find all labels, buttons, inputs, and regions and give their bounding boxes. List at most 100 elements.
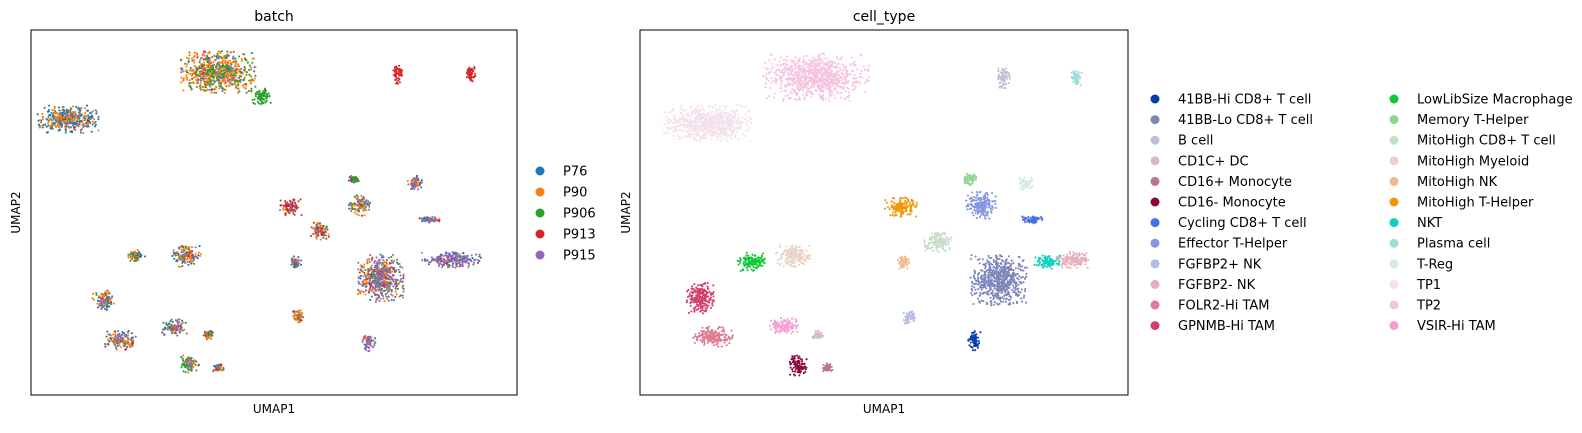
data-point	[1002, 276, 1005, 279]
data-point	[83, 124, 86, 128]
data-point	[184, 245, 187, 248]
data-point	[223, 77, 226, 80]
data-point	[972, 341, 975, 344]
data-point	[995, 296, 998, 299]
data-point	[980, 206, 983, 209]
data-point	[243, 66, 246, 69]
data-point	[241, 84, 245, 87]
data-point	[367, 291, 370, 294]
data-point	[57, 121, 60, 125]
data-point	[370, 266, 373, 269]
data-point	[186, 260, 189, 264]
data-point	[201, 77, 204, 81]
data-point	[428, 221, 431, 224]
legend-label-p76: P76	[563, 165, 587, 180]
data-point	[798, 355, 801, 358]
legend-marker-p90	[535, 187, 545, 197]
data-point	[183, 328, 186, 331]
data-point	[974, 196, 977, 199]
data-point	[397, 79, 400, 82]
data-point	[234, 71, 237, 75]
data-point	[1009, 303, 1012, 306]
data-point	[976, 346, 979, 349]
data-point	[262, 101, 265, 104]
data-point	[279, 199, 282, 202]
data-point	[90, 111, 93, 114]
data-point	[358, 198, 361, 202]
data-point	[983, 277, 986, 281]
data-point	[971, 346, 974, 349]
data-point	[990, 205, 994, 208]
data-point	[228, 84, 231, 87]
data-point	[996, 278, 999, 281]
data-point	[421, 259, 424, 262]
data-point	[351, 208, 354, 211]
data-point	[107, 343, 110, 346]
data-point	[353, 195, 356, 198]
data-point	[970, 200, 973, 203]
data-point	[979, 210, 982, 213]
data-point	[251, 78, 254, 81]
data-point	[451, 251, 454, 254]
data-point	[380, 288, 383, 291]
data-point	[282, 207, 285, 210]
data-point	[239, 70, 242, 73]
data-point	[358, 282, 361, 285]
data-point	[181, 321, 184, 324]
data-point	[222, 72, 225, 75]
data-point	[370, 289, 373, 292]
data-point	[349, 175, 352, 179]
data-point	[176, 327, 179, 330]
data-point	[76, 118, 79, 121]
data-point	[802, 372, 805, 375]
data-point	[240, 67, 243, 70]
data-point	[64, 131, 67, 134]
data-point	[316, 222, 319, 225]
data-point	[218, 84, 221, 87]
data-point	[245, 73, 248, 76]
data-point	[289, 207, 292, 210]
data-point	[186, 63, 189, 66]
data-point	[1006, 274, 1010, 277]
data-point	[393, 259, 396, 262]
data-point	[430, 256, 433, 259]
data-point	[388, 278, 391, 281]
data-point	[41, 124, 44, 127]
data-point	[347, 179, 350, 182]
data-point	[253, 70, 256, 73]
data-point	[416, 185, 419, 188]
data-point	[401, 286, 404, 289]
data-point	[49, 117, 52, 120]
data-point	[251, 61, 254, 64]
data-point	[371, 256, 374, 259]
data-point	[187, 248, 190, 251]
data-point	[41, 118, 45, 121]
data-point	[220, 64, 223, 67]
data-point	[1006, 290, 1010, 293]
legend-label-p913: P913	[563, 228, 596, 243]
data-point	[230, 51, 233, 54]
data-point	[441, 266, 444, 269]
data-point	[1020, 276, 1023, 279]
data-point	[143, 255, 147, 258]
data-point	[190, 362, 193, 365]
data-point	[248, 64, 251, 67]
data-point	[1040, 215, 1043, 219]
data-point	[206, 73, 209, 76]
data-point	[127, 253, 130, 256]
data-point	[322, 236, 325, 239]
data-point	[357, 195, 360, 198]
data-point	[394, 295, 397, 298]
data-point	[116, 330, 119, 333]
data-point	[171, 254, 174, 258]
data-point	[81, 127, 84, 130]
data-point	[101, 297, 104, 300]
data-point	[1003, 69, 1006, 72]
data-point	[232, 55, 235, 58]
data-point	[109, 302, 113, 306]
data-point	[996, 289, 999, 292]
data-point	[373, 261, 376, 264]
data-point	[199, 252, 203, 255]
data-point	[357, 268, 360, 271]
data-point	[224, 54, 227, 57]
